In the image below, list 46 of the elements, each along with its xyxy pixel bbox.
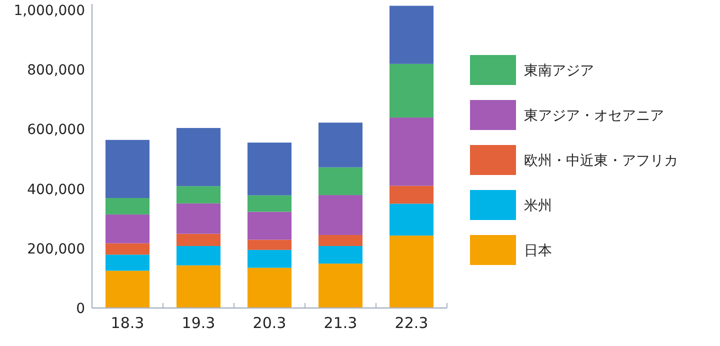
bar bbox=[176, 186, 221, 204]
bar bbox=[318, 246, 363, 264]
bar bbox=[389, 118, 434, 186]
bar bbox=[389, 204, 434, 236]
x-tick-label: 20.3 bbox=[252, 314, 286, 332]
bar bbox=[176, 265, 221, 308]
bar bbox=[389, 186, 434, 204]
bar bbox=[105, 198, 150, 214]
x-tick-label: 18.3 bbox=[110, 314, 144, 332]
bar bbox=[389, 64, 434, 118]
y-tick-label: 1,000,000 bbox=[14, 2, 85, 19]
bar bbox=[389, 236, 434, 308]
bar bbox=[318, 195, 363, 235]
bar bbox=[247, 142, 292, 196]
bar bbox=[247, 195, 292, 212]
bar bbox=[176, 234, 221, 246]
bar bbox=[105, 214, 150, 244]
bar bbox=[389, 6, 434, 64]
bar bbox=[176, 246, 221, 266]
legend-label: 米州 bbox=[524, 198, 552, 214]
bar bbox=[318, 122, 363, 168]
legend-label: 日本 bbox=[524, 243, 552, 259]
legend-label: 東南アジア bbox=[524, 63, 594, 79]
bar bbox=[176, 128, 221, 186]
bar bbox=[318, 234, 363, 246]
y-tick-label: 0 bbox=[76, 301, 85, 317]
y-tick-label: 600,000 bbox=[27, 122, 85, 138]
bar bbox=[247, 268, 292, 308]
y-tick-label: 400,000 bbox=[27, 182, 85, 198]
legend-label: 欧州・中近東・アフリカ bbox=[524, 153, 678, 169]
bar bbox=[318, 167, 363, 196]
bar bbox=[247, 250, 292, 268]
x-tick-label: 21.3 bbox=[324, 314, 358, 332]
y-tick-label: 800,000 bbox=[27, 62, 85, 79]
bar bbox=[105, 254, 150, 271]
x-tick-label: 22.3 bbox=[394, 314, 428, 332]
bar bbox=[105, 243, 150, 255]
legend-label: 東アジア・オセアニア bbox=[524, 108, 664, 124]
bar bbox=[105, 270, 150, 308]
bar bbox=[105, 140, 150, 198]
bar bbox=[247, 240, 292, 250]
y-tick-label: 200,000 bbox=[27, 241, 85, 258]
bar bbox=[318, 264, 363, 308]
bar bbox=[247, 212, 292, 240]
bar bbox=[176, 203, 221, 234]
x-tick-label: 19.3 bbox=[182, 314, 216, 332]
